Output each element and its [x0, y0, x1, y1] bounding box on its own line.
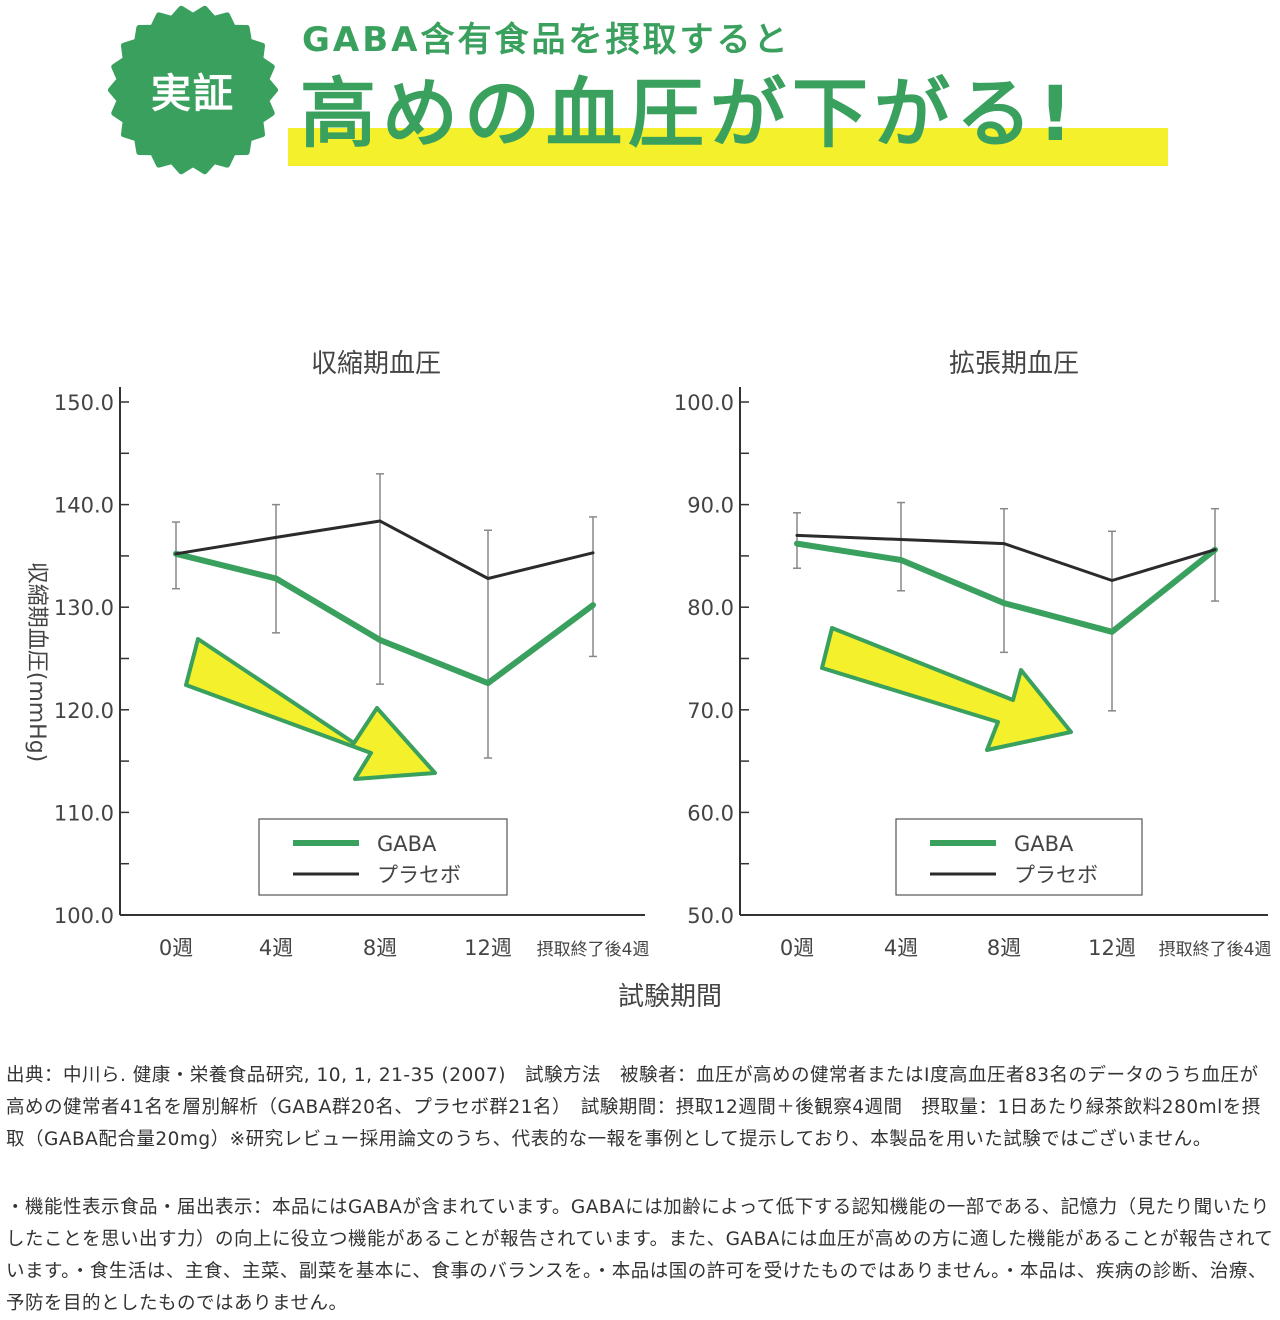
legend-label: GABA — [377, 832, 437, 856]
legend-label: プラセボ — [377, 863, 461, 887]
chart-systolic: 収縮期血圧 100.0 110.0 120.0 130.0 140.0 150.0 0週 4週 8… — [54, 349, 650, 960]
x-axis-label: 試験期間 — [618, 982, 722, 1012]
x-tick-label: 0週 — [780, 936, 814, 960]
y-tick-label: 70.0 — [687, 699, 734, 723]
y-tick-label: 80.0 — [687, 596, 734, 620]
page-title: 高めの血圧が下がる! — [300, 69, 1079, 158]
subtitle: GABA含有食品を摂取すると — [302, 20, 791, 60]
disclaimer-note: ・機能性表示食品・届出表示：本品にはGABAが含まれています。GABAには加齢に… — [6, 1197, 1274, 1314]
scalloped-badge-icon — [108, 5, 278, 175]
y-tick-label: 60.0 — [687, 801, 734, 825]
y-tick-label: 130.0 — [54, 596, 114, 620]
badge-shape — [108, 5, 278, 175]
x-tick-label: 0週 — [159, 936, 193, 960]
y-tick-label: 100.0 — [674, 391, 734, 415]
y-tick-label: 120.0 — [54, 699, 114, 723]
down-arrow-icon — [184, 637, 437, 781]
x-tick-label: 8週 — [987, 936, 1021, 960]
y-axis-label: 収縮期血圧(mmHg) — [24, 562, 49, 763]
x-tick-label: 4週 — [884, 936, 918, 960]
y-tick-label: 50.0 — [687, 904, 734, 928]
x-tick-label: 12週 — [1088, 936, 1136, 960]
source-note: 出典：中川ら. 健康・栄養食品研究, 10, 1, 21-35 (2007) 試… — [6, 1065, 1261, 1150]
y-tick-label: 100.0 — [54, 904, 114, 928]
down-arrow-icon — [820, 626, 1073, 752]
y-tick-label: 150.0 — [54, 391, 114, 415]
series-line-gaba — [173, 550, 596, 687]
charts-area: 収縮期血圧 100.0 110.0 120.0 130.0 140.0 150.0 0週 4週 8… — [24, 349, 1272, 1012]
header: 実証 GABA含有食品を摂取すると 高めの血圧が下がる! — [0, 0, 1280, 200]
x-tick-label: 12週 — [464, 936, 512, 960]
x-tick-label: 8週 — [363, 936, 397, 960]
series-line-placebo — [795, 533, 1217, 582]
chart-title: 収縮期血圧 — [311, 349, 441, 379]
chart-diastolic: 拡張期血圧 50.0 60.0 70.0 80.0 90.0 100.0 0週 4週 8週 12週 摂… — [674, 349, 1272, 960]
y-tick-label: 90.0 — [687, 494, 734, 518]
legend-box — [895, 818, 1143, 896]
series-line-gaba — [794, 540, 1218, 635]
badge-label: 実証 — [151, 71, 235, 117]
legend-box — [258, 818, 508, 896]
x-tick-label: 摂取終了後4週 — [1159, 940, 1272, 960]
chart-title: 拡張期血圧 — [949, 349, 1079, 379]
legend-label: プラセボ — [1014, 863, 1098, 887]
y-tick-label: 110.0 — [54, 801, 114, 825]
y-tick-label: 140.0 — [54, 494, 114, 518]
x-tick-label: 摂取終了後4週 — [537, 940, 650, 960]
legend-label: GABA — [1014, 832, 1074, 856]
series-line-placebo — [174, 519, 595, 580]
x-tick-label: 4週 — [259, 936, 293, 960]
title-highlight — [288, 128, 1168, 166]
